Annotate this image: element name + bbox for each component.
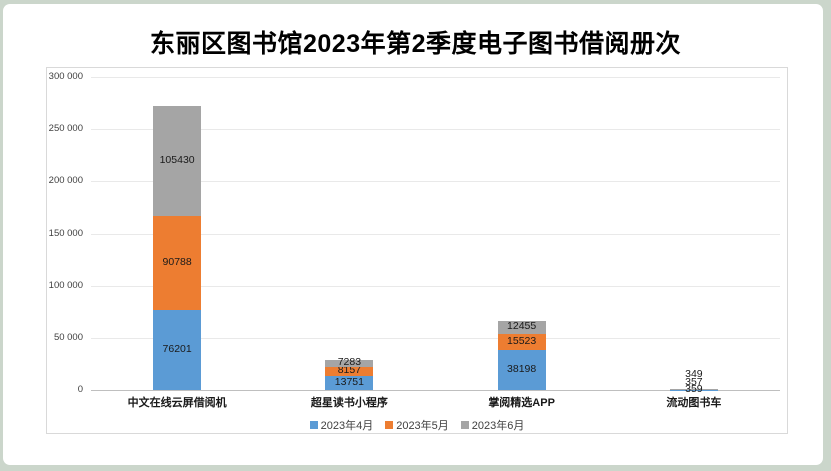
bar-value-label: 15523 xyxy=(507,335,537,348)
legend-item-2023年5月[interactable]: 2023年5月 xyxy=(385,417,449,433)
bar-value-label: 105430 xyxy=(159,153,195,166)
chart-title: 东丽区图书馆2023年第2季度电子图书借阅册次 xyxy=(149,30,682,58)
legend-label: 2023年4月 xyxy=(320,420,374,432)
y-axis-tick-label: 0 xyxy=(77,384,83,395)
bar-segment-2023年6月[interactable] xyxy=(153,105,202,216)
chart-area: 2023年4月 2023年5月 2023年6月 0 50 000 100 000 150 … xyxy=(46,67,788,434)
bar-segment-2023年4月[interactable] xyxy=(497,350,546,390)
gridline xyxy=(91,77,780,78)
bar-value-label: 349 xyxy=(685,368,703,380)
gridline xyxy=(91,337,780,339)
y-axis-tick-label: 250 000 xyxy=(48,123,83,135)
bar-segment-2023年5月[interactable] xyxy=(325,367,374,376)
legend-swatch-icon xyxy=(460,421,469,429)
gridline xyxy=(91,285,780,287)
bar-value-label: 13751 xyxy=(334,375,364,388)
bar-value-label: 359 xyxy=(685,383,703,395)
legend-swatch-icon xyxy=(309,421,318,429)
bar-value-label: 357 xyxy=(685,375,703,388)
x-axis-category-label: 超星读书小程序 xyxy=(310,397,388,409)
gridline xyxy=(91,233,780,235)
legend-item-2023年4月[interactable]: 2023年4月 xyxy=(309,417,374,433)
legend-label: 2023年6月 xyxy=(471,420,525,432)
bar-segment-2023年4月[interactable] xyxy=(325,375,374,390)
bar-segment-2023年6月[interactable] xyxy=(497,320,546,334)
x-axis-line xyxy=(91,390,780,391)
x-axis-category-label: 中文在线云屏借阅机 xyxy=(127,397,227,409)
bar-value-label: 7283 xyxy=(337,356,362,369)
legend-item-2023年6月[interactable]: 2023年6月 xyxy=(460,417,525,433)
legend-label: 2023年5月 xyxy=(396,420,449,432)
y-axis-tick-label: 200 000 xyxy=(48,175,83,187)
bar-value-label: 90788 xyxy=(162,256,192,269)
bar-segment-2023年4月[interactable] xyxy=(153,310,202,390)
gridline xyxy=(91,129,780,131)
bar-segment-2023年6月[interactable] xyxy=(325,359,374,368)
bar-segment-2023年6月[interactable] xyxy=(669,388,718,390)
chart-legend: 2023年4月 2023年5月 2023年6月 xyxy=(47,417,787,433)
bar-value-label: 8157 xyxy=(337,364,362,377)
bar-value-label: 76201 xyxy=(162,343,192,356)
bar-value-label: 12455 xyxy=(507,320,537,333)
x-axis-category-label: 掌阅精选APP xyxy=(488,397,555,409)
bar-segment-2023年5月[interactable] xyxy=(153,215,202,311)
y-axis-tick-label: 100 000 xyxy=(48,279,83,291)
y-axis-tick-label: 50 000 xyxy=(53,331,83,343)
y-axis-tick-label: 300 000 xyxy=(48,71,83,82)
gridline xyxy=(91,181,780,183)
bar-segment-2023年5月[interactable] xyxy=(497,333,546,351)
bar-value-label: 38198 xyxy=(507,363,537,376)
x-axis-category-label: 流动图书车 xyxy=(666,397,722,409)
legend-swatch-icon xyxy=(385,421,394,429)
y-axis-tick-label: 150 000 xyxy=(48,227,83,239)
